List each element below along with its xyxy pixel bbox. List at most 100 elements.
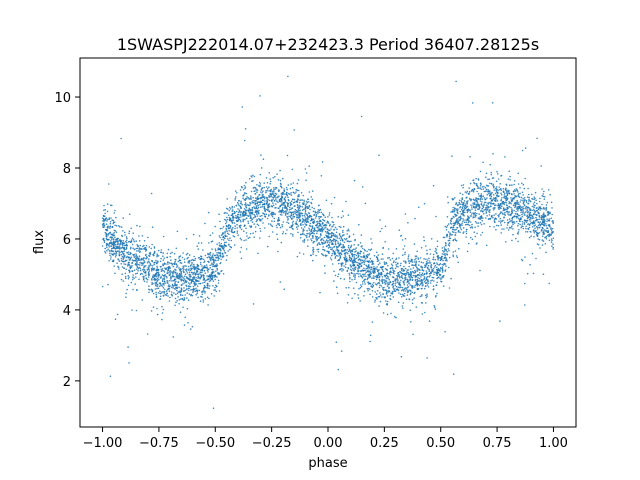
data-point <box>342 234 344 237</box>
data-point <box>460 200 463 202</box>
data-point <box>342 215 345 217</box>
data-point <box>154 284 157 286</box>
data-point <box>441 277 443 279</box>
data-point <box>106 203 109 205</box>
data-point <box>238 204 240 207</box>
data-point <box>152 283 154 285</box>
data-point <box>228 219 231 222</box>
data-point <box>261 196 264 198</box>
data-point <box>487 192 490 195</box>
data-point <box>528 211 530 213</box>
data-point <box>518 203 520 206</box>
data-point <box>102 220 104 222</box>
data-point <box>131 243 134 246</box>
data-point <box>289 203 292 205</box>
data-point <box>360 255 362 258</box>
data-point <box>508 190 510 192</box>
data-point <box>210 278 213 281</box>
data-point <box>358 223 360 226</box>
data-point <box>480 195 483 197</box>
data-point <box>468 187 471 189</box>
data-point <box>337 241 339 243</box>
data-point <box>186 288 188 290</box>
data-point <box>338 225 341 228</box>
data-point <box>497 204 499 207</box>
data-point <box>386 285 389 287</box>
data-point <box>306 235 308 237</box>
data-point <box>497 224 500 227</box>
data-point <box>394 279 397 282</box>
data-point <box>492 197 495 199</box>
data-point <box>211 277 214 279</box>
data-point <box>382 293 384 295</box>
data-point <box>534 191 537 194</box>
data-point <box>296 204 299 206</box>
data-point <box>348 240 351 243</box>
data-point <box>449 227 452 229</box>
data-point <box>213 295 215 297</box>
data-point <box>306 201 309 204</box>
data-point <box>388 286 390 289</box>
data-point <box>472 202 474 204</box>
data-point <box>262 190 264 192</box>
data-point <box>508 211 511 213</box>
data-point <box>469 182 472 185</box>
data-point <box>278 223 280 225</box>
data-point <box>369 340 371 343</box>
data-point <box>171 280 173 282</box>
data-point <box>426 263 428 265</box>
data-point <box>488 211 491 214</box>
data-point <box>305 219 307 222</box>
data-point <box>501 197 503 199</box>
data-point <box>430 280 432 282</box>
data-point <box>295 226 298 228</box>
data-point <box>485 172 488 175</box>
data-point <box>252 303 255 305</box>
data-point <box>176 230 179 233</box>
data-point <box>109 221 112 223</box>
data-point <box>258 181 261 184</box>
data-point <box>517 240 519 243</box>
data-point <box>147 236 149 239</box>
data-point <box>288 208 291 211</box>
data-point <box>229 245 231 248</box>
data-point <box>515 215 518 218</box>
data-point <box>389 259 392 261</box>
data-point <box>402 273 405 276</box>
data-point <box>468 190 471 193</box>
data-point <box>492 187 495 189</box>
data-point <box>189 279 191 282</box>
data-point <box>314 235 317 238</box>
data-point <box>489 190 491 192</box>
data-point <box>292 198 294 201</box>
data-point <box>121 273 123 276</box>
data-point <box>376 251 378 254</box>
data-point <box>493 185 495 188</box>
data-point <box>247 237 250 239</box>
data-point <box>275 187 278 189</box>
data-point <box>155 270 158 272</box>
data-point <box>217 282 220 284</box>
data-point <box>190 259 193 262</box>
data-point <box>421 313 424 315</box>
data-point <box>214 225 216 228</box>
data-point <box>532 213 535 215</box>
data-point <box>178 267 180 269</box>
data-point <box>220 255 222 258</box>
data-point <box>238 210 241 213</box>
data-point <box>253 207 256 209</box>
data-point <box>245 227 247 230</box>
data-point <box>285 193 287 195</box>
data-point <box>476 232 478 235</box>
data-point <box>478 195 481 197</box>
data-point <box>318 204 320 207</box>
data-point <box>396 277 398 280</box>
data-point <box>110 245 112 247</box>
data-point <box>107 225 109 227</box>
data-point <box>151 281 153 284</box>
data-point <box>102 223 104 225</box>
data-point <box>477 222 480 224</box>
data-point <box>441 275 444 278</box>
data-point <box>320 215 322 218</box>
data-point <box>114 224 116 227</box>
